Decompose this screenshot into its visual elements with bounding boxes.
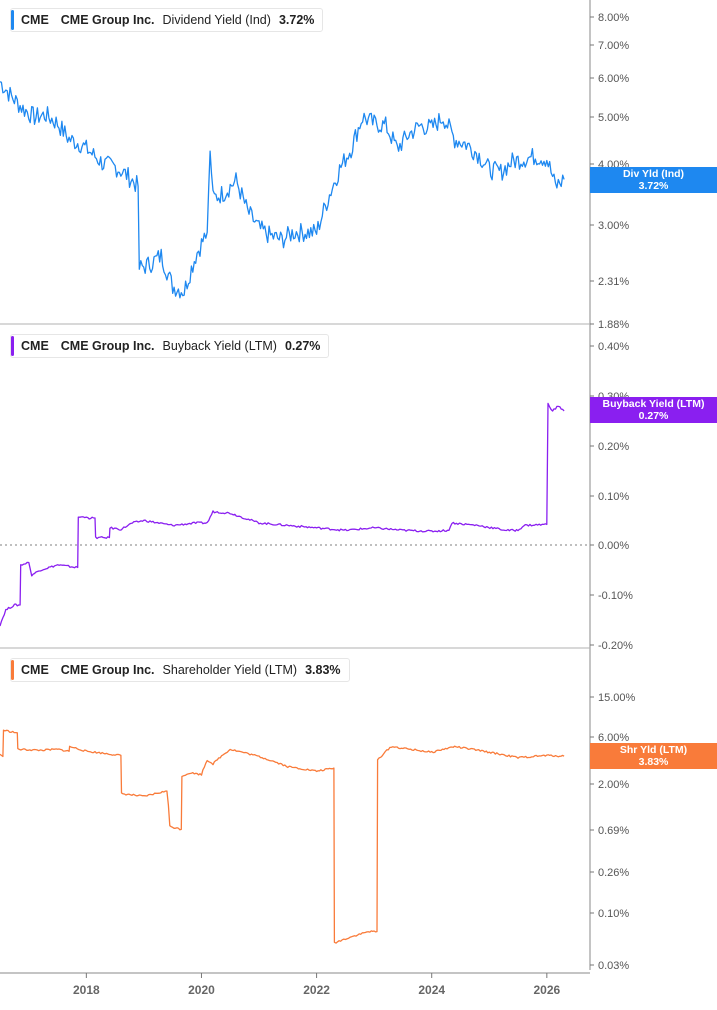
x-tick-label: 2020: [188, 983, 215, 997]
badge-label: Shr Yld (LTM): [619, 744, 688, 756]
legend-ticker: CME: [21, 663, 49, 677]
y-tick-label: -0.10%: [598, 590, 633, 602]
legend-value: 0.27%: [284, 339, 321, 353]
legend-ticker: CME: [21, 13, 49, 27]
legend-value: 3.72%: [278, 13, 315, 27]
legend-metric: Buyback Yield (LTM): [162, 339, 277, 353]
legend-company: CME Group Inc.: [60, 339, 155, 353]
x-tick-label: 2018: [73, 983, 100, 997]
legend-metric: Shareholder Yield (LTM): [162, 663, 298, 677]
legend-buyback-yield[interactable]: CME CME Group Inc. Buyback Yield (LTM) 0…: [10, 334, 330, 358]
badge-label: Div Yld (Ind): [622, 168, 685, 180]
series-line-0: [0, 81, 565, 299]
y-tick-label: -0.20%: [598, 640, 633, 652]
y-tick-label: 0.26%: [598, 867, 629, 879]
y-tick-label: 1.88%: [598, 319, 629, 331]
legend-company: CME Group Inc.: [60, 663, 155, 677]
y-tick-label: 3.00%: [598, 220, 629, 232]
badge-value: 3.72%: [638, 180, 669, 192]
y-tick-label: 0.10%: [598, 908, 629, 920]
x-tick-label: 2024: [418, 983, 445, 997]
legend-color-bar: [11, 10, 14, 30]
badge-value: 3.83%: [638, 756, 669, 768]
x-tick-label: 2026: [533, 983, 560, 997]
y-tick-label: 15.00%: [598, 692, 636, 704]
series-line-1: [0, 402, 565, 627]
badge-shareholder-yield: Shr Yld (LTM) 3.83%: [590, 743, 717, 769]
badge-value: 0.27%: [638, 410, 669, 422]
y-tick-label: 0.03%: [598, 960, 629, 972]
legend-shareholder-yield[interactable]: CME CME Group Inc. Shareholder Yield (LT…: [10, 658, 350, 682]
y-tick-label: 6.00%: [598, 73, 629, 85]
badge-buyback-yield: Buyback Yield (LTM) 0.27%: [590, 397, 717, 423]
y-tick-label: 8.00%: [598, 12, 629, 24]
legend-value: 3.83%: [305, 663, 341, 677]
y-tick-label: 2.31%: [598, 276, 629, 288]
series-line-2: [0, 729, 565, 944]
y-tick-label: 0.20%: [598, 441, 629, 453]
y-tick-label: 2.00%: [598, 779, 629, 791]
y-tick-label: 0.00%: [598, 540, 629, 552]
y-tick-label: 0.69%: [598, 825, 629, 837]
y-tick-label: 5.00%: [598, 112, 629, 124]
y-tick-label: 0.10%: [598, 491, 629, 503]
y-tick-label: 6.00%: [598, 732, 629, 744]
legend-dividend-yield[interactable]: CME CME Group Inc. Dividend Yield (Ind) …: [10, 8, 324, 32]
legend-company: CME Group Inc.: [60, 13, 155, 27]
y-tick-label: 0.40%: [598, 341, 629, 353]
legend-color-bar: [11, 336, 14, 356]
x-tick-label: 2022: [303, 983, 330, 997]
badge-label: Buyback Yield (LTM): [602, 398, 705, 410]
legend-color-bar: [11, 660, 14, 680]
badge-dividend-yield: Div Yld (Ind) 3.72%: [590, 167, 717, 193]
y-tick-label: 7.00%: [598, 40, 629, 52]
legend-ticker: CME: [21, 339, 49, 353]
legend-metric: Dividend Yield (Ind): [162, 13, 271, 27]
